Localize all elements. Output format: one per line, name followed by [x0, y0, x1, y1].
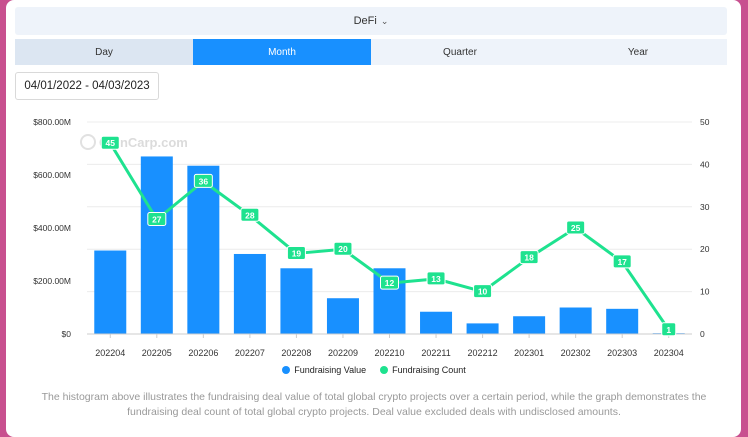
count-data-label: 1 — [666, 325, 671, 335]
count-data-label: 20 — [338, 244, 348, 254]
count-point — [333, 241, 353, 256]
chevron-down-icon: ⌄ — [380, 15, 389, 26]
legend: Fundraising Value Fundraising Count — [0, 365, 748, 375]
bar — [140, 156, 173, 334]
bars — [94, 156, 685, 335]
date-range-picker[interactable]: 04/01/2022 - 04/03/2023 — [15, 72, 159, 100]
count-point — [286, 245, 306, 260]
legend-label-value: Fundraising Value — [294, 365, 367, 375]
count-data-label: 27 — [152, 215, 162, 225]
count-point — [473, 284, 493, 299]
count-data-label: 17 — [617, 257, 627, 267]
tab-year-label: Year — [627, 46, 649, 58]
count-point — [147, 212, 167, 227]
count-data-label: 19 — [292, 248, 302, 258]
date-range-value: 04/01/2022 - 04/03/2023 — [24, 80, 150, 92]
coin-logo-icon — [80, 134, 96, 150]
bar — [280, 268, 313, 334]
count-point — [426, 271, 446, 286]
y-right-tick-label: 0 — [700, 329, 705, 339]
count-data-label: 28 — [245, 210, 255, 220]
tab-month-label: Month — [268, 46, 296, 58]
tab-day-label: Day — [95, 46, 113, 58]
count-point — [566, 220, 586, 235]
x-tick-label: 202204 — [95, 348, 125, 358]
category-dropdown[interactable]: DeFi ⌄ — [15, 7, 727, 35]
bar — [466, 323, 499, 334]
watermark: CoinCarp.com — [80, 134, 188, 150]
x-tick-label: 202304 — [654, 348, 684, 358]
y-left-tick-label: $0 — [62, 329, 72, 339]
count-data-label: 45 — [106, 138, 116, 148]
legend-item-value[interactable]: Fundraising Value — [282, 365, 366, 375]
count-data-label: 18 — [524, 253, 534, 263]
bar — [94, 250, 127, 334]
x-tick-label: 202205 — [142, 348, 172, 358]
legend-label-count: Fundraising Count — [392, 365, 466, 375]
x-axis: 202204 202205 202206 202207 202208 202209 2022… — [87, 333, 692, 358]
count-point — [193, 173, 213, 188]
bar — [187, 165, 220, 334]
count-point — [100, 135, 120, 150]
x-tick-label: 202302 — [561, 348, 591, 358]
legend-item-count[interactable]: Fundraising Count — [380, 365, 466, 375]
bar — [233, 253, 266, 334]
category-label: DeFi — [353, 15, 377, 27]
count-point — [519, 250, 539, 265]
count-point — [612, 254, 632, 269]
count-data-label: 36 — [199, 176, 209, 186]
chart-description: The histogram above illustrates the fund… — [41, 391, 707, 418]
bar — [606, 308, 639, 334]
tab-year[interactable]: Year — [549, 39, 727, 65]
bar — [326, 298, 359, 334]
tab-quarter-label: Quarter — [443, 46, 477, 58]
count-data-label: 25 — [571, 223, 581, 233]
count-data-label: 10 — [478, 287, 488, 297]
x-tick-label: 202209 — [328, 348, 358, 358]
x-tick-label: 202206 — [188, 348, 218, 358]
x-tick-label: 202207 — [235, 348, 265, 358]
x-tick-label: 202208 — [281, 348, 311, 358]
legend-dot-value — [282, 366, 291, 374]
bar — [559, 307, 592, 334]
x-tick-label: 202211 — [421, 348, 450, 358]
y-left-tick-label: $600.00M — [33, 170, 71, 180]
x-tick-label: 202303 — [607, 348, 637, 358]
y-right-tick-label: 10 — [700, 287, 710, 297]
count-point — [240, 207, 260, 222]
count-data-label: 13 — [431, 274, 441, 284]
y-right-tick-label: 20 — [700, 244, 710, 254]
y-left-tick-label: $800.00M — [33, 117, 71, 127]
count-point — [380, 275, 399, 290]
x-tick-label: 202301 — [514, 348, 544, 358]
legend-dot-count — [380, 366, 389, 374]
tab-quarter[interactable]: Quarter — [371, 39, 549, 65]
y-right-tick-label: 50 — [700, 117, 710, 127]
x-tick-label: 202212 — [468, 348, 498, 358]
count-point — [661, 322, 677, 337]
watermark-text: CoinCarp.com — [99, 135, 188, 150]
count-data-label: 12 — [385, 278, 395, 288]
period-tabs: Day Month Quarter Year — [15, 39, 727, 65]
count-labels: 45 27 36 28 19 20 12 13 10 18 25 17 1 — [100, 135, 677, 337]
y-left-tick-label: $200.00M — [33, 276, 71, 286]
y-right-tick-label: 30 — [700, 202, 710, 212]
tab-day[interactable]: Day — [15, 39, 193, 65]
y-right-tick-label: 40 — [700, 159, 710, 169]
y-left-axis: $0 $200.00M $400.00M $600.00M $800.00M — [33, 117, 71, 339]
x-tick-label: 202210 — [374, 348, 404, 358]
bar — [420, 311, 453, 334]
y-right-axis: 0 10 20 30 40 50 — [700, 117, 710, 339]
bar — [513, 316, 546, 334]
tab-month[interactable]: Month — [193, 39, 371, 65]
y-left-tick-label: $400.00M — [33, 223, 71, 233]
